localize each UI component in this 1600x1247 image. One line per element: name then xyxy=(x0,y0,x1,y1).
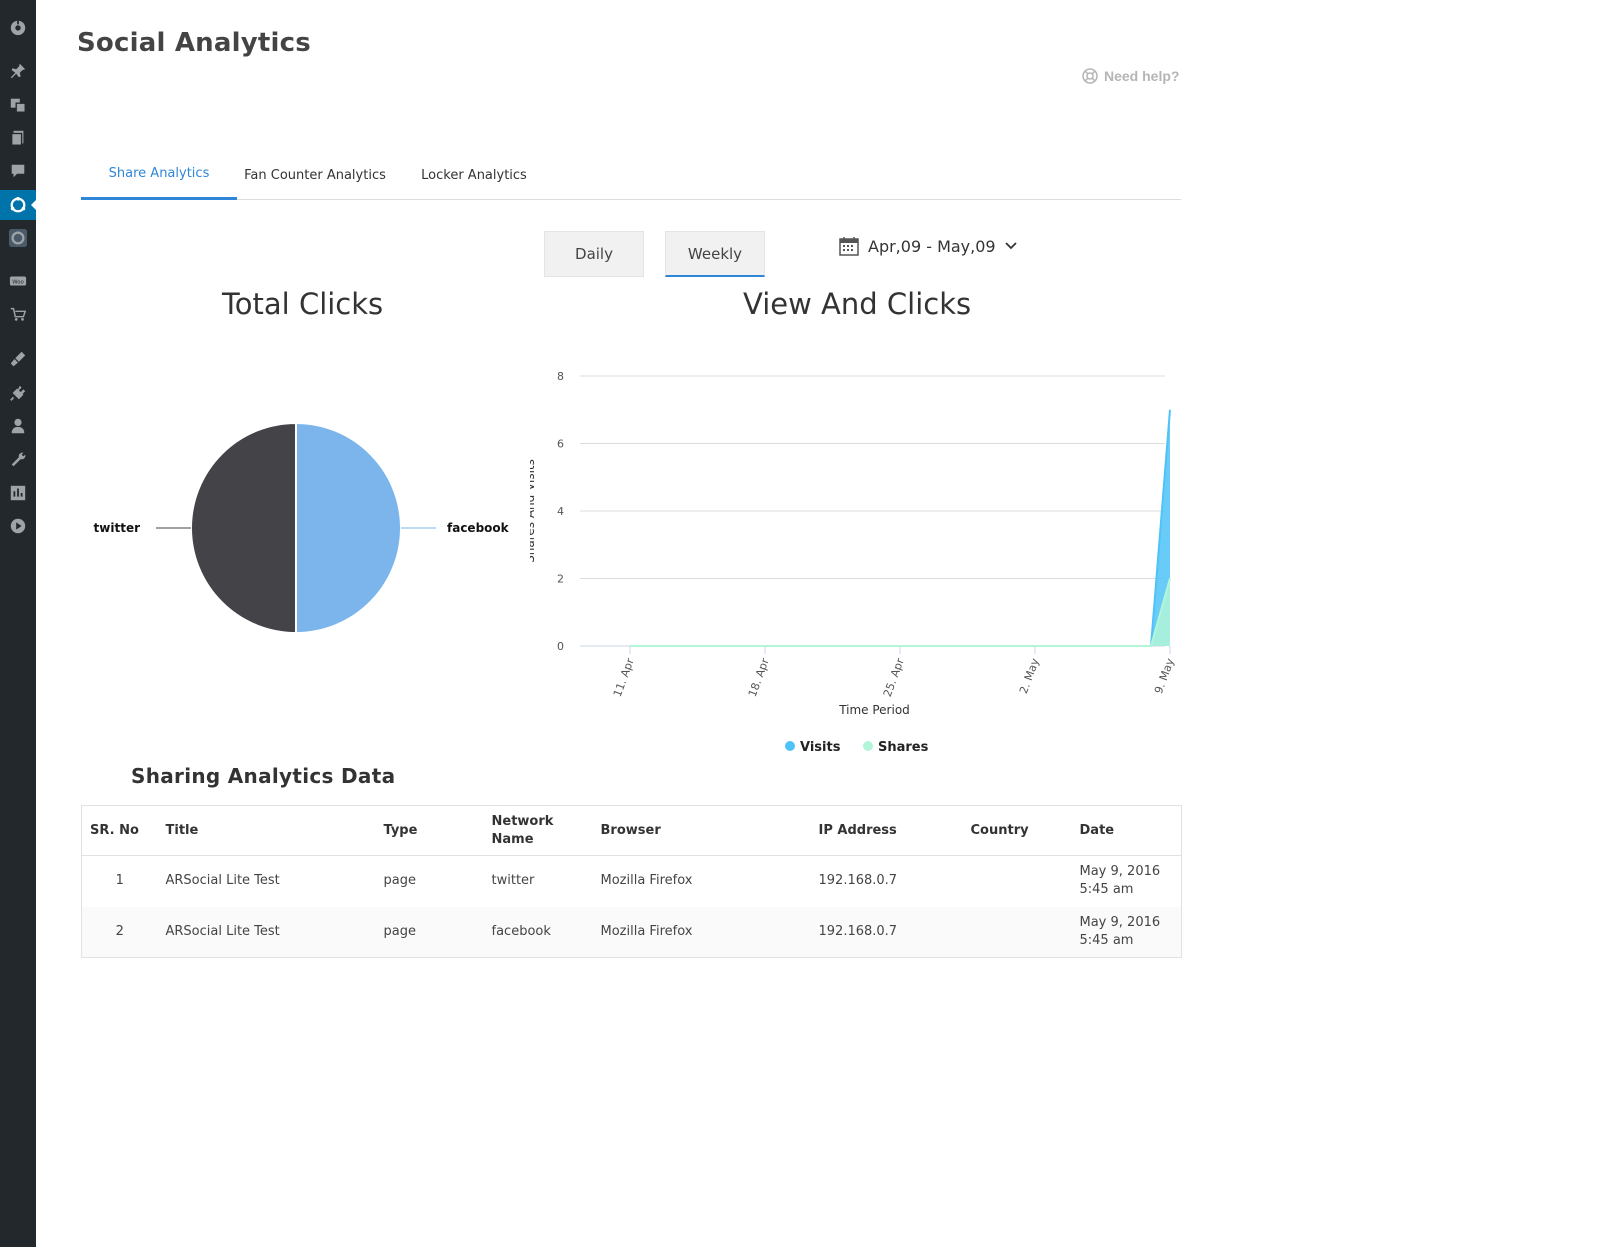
header-browser[interactable]: Browser xyxy=(592,805,811,856)
need-help-label: Need help? xyxy=(1104,68,1180,84)
arsocial-secondary-icon[interactable] xyxy=(0,223,36,253)
cell-network: facebook xyxy=(483,906,593,958)
cell-date-text: May 9, 2016 5:45 am xyxy=(1079,914,1161,948)
svg-text:Woo: Woo xyxy=(12,280,24,286)
lifebuoy-icon xyxy=(1082,68,1098,84)
arsocial-icon[interactable] xyxy=(0,190,37,220)
comments-icon[interactable] xyxy=(0,156,36,186)
header-ip-address[interactable]: IP Address xyxy=(810,805,963,856)
tab-fan-counter-analytics[interactable]: Fan Counter Analytics xyxy=(244,167,386,183)
area-chart-title: View And Clicks xyxy=(743,287,972,321)
y-tick-label: 2 xyxy=(557,573,564,586)
pie-chart: facebook twitter xyxy=(94,421,510,635)
woocommerce-icon[interactable]: Woo xyxy=(0,266,36,296)
cell-type: page xyxy=(375,906,484,958)
page-title: Social Analytics xyxy=(77,28,311,58)
cell-browser: Mozilla Firefox xyxy=(600,873,693,889)
legend-label-shares[interactable]: Shares xyxy=(878,740,929,755)
cell-country xyxy=(963,856,1072,907)
pie-slice-facebook[interactable] xyxy=(295,421,402,635)
cell-sr-no: 2 xyxy=(81,906,158,958)
area-series-shares[interactable] xyxy=(630,578,1170,647)
line-series-visits xyxy=(630,409,1171,647)
cell-title: ARSocial Lite Test xyxy=(157,906,376,958)
x-tick-label: 18. Apr xyxy=(746,656,772,699)
cell-date: May 9, 2016 5:45 am xyxy=(1071,906,1182,958)
area-series-visits[interactable] xyxy=(630,409,1170,646)
legend-label-visits[interactable]: Visits xyxy=(800,740,841,755)
legend-marker-shares[interactable] xyxy=(863,741,873,751)
header-network-name[interactable]: Network Name xyxy=(483,805,593,856)
plugins-icon[interactable] xyxy=(0,378,36,408)
pie-chart-title: Total Clicks xyxy=(222,287,384,321)
cell-ip: 192.168.0.7 xyxy=(818,873,898,889)
line-series-shares xyxy=(630,578,1171,647)
header-title[interactable]: Title xyxy=(157,805,376,856)
header-sr-no[interactable]: SR. No xyxy=(81,805,158,856)
calendar-icon xyxy=(839,237,859,256)
y-tick-label: 0 xyxy=(557,640,564,653)
appearance-icon[interactable] xyxy=(0,344,36,374)
cell-sr-no: 1 xyxy=(115,873,124,889)
chevron-down-icon xyxy=(1004,242,1017,250)
x-axis-title: Time Period xyxy=(838,703,910,717)
cart-icon[interactable] xyxy=(0,299,36,329)
cell-title: ARSocial Lite Test xyxy=(165,873,280,889)
admin-sidebar: Woo xyxy=(0,0,37,1247)
pages-icon[interactable] xyxy=(0,123,36,153)
table-row: 2 ARSocial Lite Test page facebook Mozil… xyxy=(81,906,1182,958)
x-tick-label: 11. Apr xyxy=(611,656,637,699)
y-tick-label: 8 xyxy=(557,370,564,383)
play-icon[interactable] xyxy=(0,511,36,541)
pie-label-facebook: facebook xyxy=(447,521,510,535)
cell-date-text: May 9, 2016 5:45 am xyxy=(1079,864,1161,898)
sharing-analytics-table: SR. No Title Type Network Name Browser I… xyxy=(81,805,1182,958)
table-header-row: SR. No Title Type Network Name Browser I… xyxy=(81,805,1182,856)
pie-label-twitter: twitter xyxy=(94,521,141,535)
users-icon[interactable] xyxy=(0,411,36,441)
cell-country xyxy=(962,906,1072,958)
tools-icon[interactable] xyxy=(0,445,36,475)
pin-icon[interactable] xyxy=(0,56,36,86)
header-type[interactable]: Type xyxy=(375,805,484,856)
y-tick-label: 6 xyxy=(557,438,564,451)
y-axis-title: Shares And Visits xyxy=(530,459,537,563)
legend-marker-visits[interactable] xyxy=(785,741,795,751)
table-title: Sharing Analytics Data xyxy=(131,764,396,788)
x-tick-label: 2. May xyxy=(1017,656,1042,695)
tab-locker-analytics[interactable]: Locker Analytics xyxy=(421,167,527,183)
media-icon[interactable] xyxy=(0,90,36,120)
header-country[interactable]: Country xyxy=(962,805,1072,856)
header-network-name-text: Network Name xyxy=(491,813,554,847)
x-tick-label: 9. May xyxy=(1152,656,1177,695)
pie-slice-twitter[interactable] xyxy=(190,421,297,635)
need-help-link[interactable]: Need help? xyxy=(1082,68,1179,84)
x-tick-label: 25. Apr xyxy=(881,656,907,699)
weekly-button[interactable]: Weekly xyxy=(665,231,765,277)
date-range-picker[interactable]: Apr,09 - May,09 xyxy=(838,233,1018,259)
date-range-label: Apr,09 - May,09 xyxy=(868,236,996,256)
header-date[interactable]: Date xyxy=(1071,805,1182,856)
settings-icon[interactable] xyxy=(0,478,36,508)
y-tick-label: 4 xyxy=(557,505,564,518)
table-row: 1 ARSocial Lite Test page twitter Mozill… xyxy=(82,856,1182,907)
daily-button[interactable]: Daily xyxy=(544,231,644,277)
cell-ip: 192.168.0.7 xyxy=(810,906,963,958)
cell-browser: Mozilla Firefox xyxy=(592,906,811,958)
dashboard-icon[interactable] xyxy=(0,12,36,42)
cell-date: May 9, 2016 5:45 am xyxy=(1072,856,1182,907)
tab-share-analytics[interactable]: Share Analytics xyxy=(81,150,237,200)
analytics-tabs: Share Analytics Fan Counter Analytics Lo… xyxy=(81,150,1181,200)
area-chart: 0 2 4 6 8 11. Apr 18. Apr 25. Apr 2. May 9. May Sh… xyxy=(530,370,1177,755)
cell-network: twitter xyxy=(491,873,535,889)
cell-type: page xyxy=(383,873,416,889)
